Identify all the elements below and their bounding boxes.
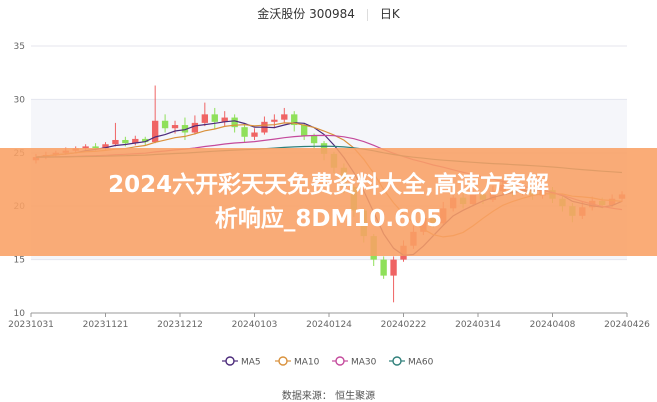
x-tick-label: 20240408 xyxy=(530,320,576,330)
legend-circle-icon xyxy=(335,356,345,366)
candle-body xyxy=(300,125,308,136)
candle-body xyxy=(142,138,149,143)
candle-body xyxy=(132,138,139,144)
candle xyxy=(161,114,169,133)
candle xyxy=(271,114,278,129)
legend-label: MA5 xyxy=(241,358,261,368)
candle xyxy=(151,85,159,144)
candle-body xyxy=(380,259,387,276)
candle-body xyxy=(151,120,159,143)
candle-body xyxy=(82,146,89,149)
legend-label: MA10 xyxy=(294,358,320,368)
candle-body xyxy=(171,125,179,129)
candle xyxy=(241,122,248,143)
candle-body xyxy=(211,114,218,122)
y-tick-label: 30 xyxy=(14,95,26,105)
candle-body xyxy=(271,119,278,122)
candle xyxy=(251,128,258,140)
legend-circle-icon xyxy=(225,356,235,366)
candle-body xyxy=(122,139,129,144)
y-tick-label: 15 xyxy=(14,256,25,266)
y-tick-label: 10 xyxy=(14,309,26,319)
legend-circle-icon xyxy=(392,356,402,366)
stock-name: 金沃股份 300984 xyxy=(257,7,355,21)
x-tick-label: 20240103 xyxy=(232,320,278,330)
x-tick-label: 20231031 xyxy=(8,320,54,330)
legend-item-ma60[interactable]: MA60 xyxy=(389,356,434,368)
candle xyxy=(211,107,218,130)
x-tick-label: 20231121 xyxy=(83,320,129,330)
overlay-banner: 2024六开彩天天免费资料大全,高速方案解 析响应_8DM10.605 xyxy=(0,148,657,256)
x-tick-label: 20240426 xyxy=(604,320,650,330)
candle xyxy=(281,107,288,123)
candle xyxy=(231,114,238,133)
candle xyxy=(112,122,119,147)
legend-label: MA60 xyxy=(408,358,434,368)
candle-body xyxy=(112,139,119,145)
candle-body xyxy=(310,135,318,144)
legend-item-ma30[interactable]: MA30 xyxy=(332,356,377,368)
candle-body xyxy=(191,122,199,133)
y-tick-label: 35 xyxy=(14,42,25,52)
data-source: 数据来源： 恒生聚源 xyxy=(281,391,376,402)
legend-item-ma5[interactable]: MA5 xyxy=(222,356,261,368)
candle-body xyxy=(181,125,189,133)
divider xyxy=(366,8,368,21)
candle-body xyxy=(92,146,99,149)
banner-line-1: 2024六开彩天天免费资料大全,高速方案解 xyxy=(108,172,549,198)
candle xyxy=(380,256,387,279)
candle-body xyxy=(161,120,169,129)
x-tick-label: 20240222 xyxy=(381,320,427,330)
period-label[interactable]: 日K xyxy=(379,7,400,21)
candle-body xyxy=(221,117,228,122)
candle-body xyxy=(102,144,109,149)
candle-body xyxy=(390,259,397,276)
candle xyxy=(201,102,209,127)
candle xyxy=(291,111,298,132)
candle-body xyxy=(201,114,209,123)
x-tick-label: 20240314 xyxy=(455,320,501,330)
x-tick-label: 20240124 xyxy=(306,320,352,330)
x-tick-label: 20231212 xyxy=(157,320,203,330)
candle xyxy=(191,115,199,135)
legend-label: MA30 xyxy=(351,358,377,368)
legend-circle-icon xyxy=(278,356,288,366)
candle-body xyxy=(241,127,248,137)
candle-body xyxy=(281,114,288,120)
candle-body xyxy=(251,132,258,137)
candle-body xyxy=(231,117,238,128)
candle xyxy=(390,256,397,303)
candle xyxy=(132,135,139,146)
chart-title: 金沃股份 300984 日K xyxy=(0,5,657,22)
banner-line-2: 析响应_8DM10.605 xyxy=(214,206,443,232)
legend-item-ma10[interactable]: MA10 xyxy=(275,356,320,368)
candle-body xyxy=(291,114,298,126)
candle xyxy=(221,111,228,127)
